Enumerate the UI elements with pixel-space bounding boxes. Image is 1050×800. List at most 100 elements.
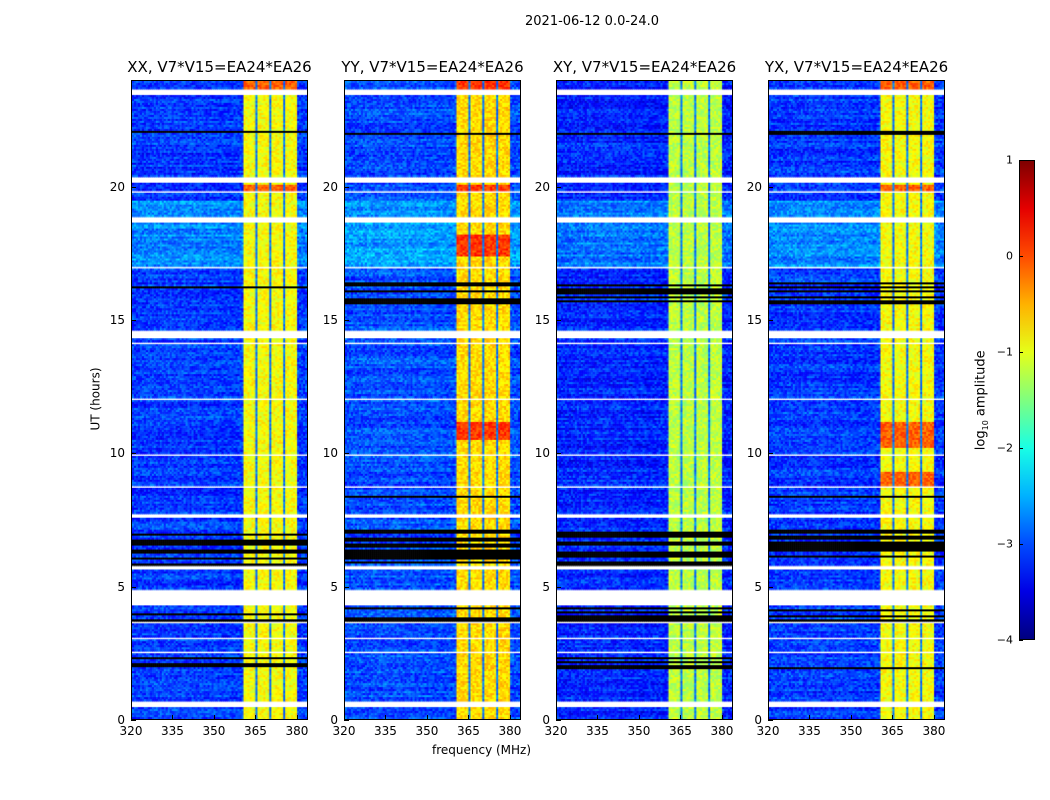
y-tick-label: 10 xyxy=(322,446,338,461)
x-tick-mark xyxy=(385,715,387,720)
x-tick-mark xyxy=(468,715,470,720)
y-tick-mark xyxy=(556,320,561,321)
y-tick-mark xyxy=(344,320,349,321)
x-tick-mark xyxy=(426,715,428,720)
x-tick-mark xyxy=(131,715,132,720)
x-tick-mark xyxy=(172,715,174,720)
x-tick-label: 350 xyxy=(627,724,651,738)
x-tick-label: 335 xyxy=(161,724,184,738)
y-tick-mark xyxy=(131,453,136,455)
y-tick-mark xyxy=(131,186,136,188)
y-tick-label: 15 xyxy=(322,313,338,327)
colorbar-tick-label: −2 xyxy=(996,441,1013,455)
y-tick-label: 20 xyxy=(746,179,762,194)
y-tick-label: 0 xyxy=(754,713,762,727)
y-tick-label: 0 xyxy=(542,713,550,727)
y-tick-label: 10 xyxy=(109,446,125,461)
y-tick-mark xyxy=(556,720,561,721)
x-tick-mark xyxy=(933,715,935,720)
x-tick-mark xyxy=(213,715,215,720)
heatmap-panel xyxy=(556,80,733,720)
y-tick-mark xyxy=(344,186,349,188)
y-tick-label: 0 xyxy=(117,713,125,727)
panel-title: XX, V7*V15=EA24*EA26 xyxy=(127,58,312,76)
panel-title: XY, V7*V15=EA24*EA26 xyxy=(552,58,737,76)
heatmap-image xyxy=(345,81,520,719)
colorbar-label-sub: 10 xyxy=(981,420,991,431)
y-tick-mark xyxy=(768,186,773,188)
x-tick-mark xyxy=(892,715,894,720)
figure-title: 2021-06-12 0.0-24.0 xyxy=(525,14,659,29)
y-tick-mark xyxy=(768,320,773,321)
heatmap-image xyxy=(132,81,307,719)
x-tick-mark xyxy=(597,715,599,720)
colorbar-tick-mark xyxy=(1019,544,1023,545)
heatmap-image xyxy=(769,81,944,719)
y-tick-label: 5 xyxy=(117,579,125,594)
x-tick-mark xyxy=(509,715,511,720)
x-tick-mark xyxy=(638,715,640,720)
x-axis-label: frequency (MHz) xyxy=(432,743,532,757)
colorbar-tick-mark xyxy=(1019,448,1023,449)
x-tick-label: 380 xyxy=(285,724,309,738)
y-axis-label: UT (hours) xyxy=(88,367,103,431)
y-tick-mark xyxy=(131,720,136,721)
y-tick-mark xyxy=(556,453,561,455)
y-tick-label: 5 xyxy=(330,579,338,594)
heatmap-panel xyxy=(768,80,945,720)
panel-title: YY, V7*V15=EA24*EA26 xyxy=(341,58,524,76)
y-tick-label: 15 xyxy=(746,313,762,327)
y-tick-label: 5 xyxy=(754,579,762,594)
x-tick-label: 335 xyxy=(798,724,821,738)
x-tick-label: 365 xyxy=(457,724,480,738)
x-tick-mark xyxy=(809,715,811,720)
heatmap-panel xyxy=(344,80,521,720)
y-tick-mark xyxy=(131,320,136,321)
y-tick-label: 0 xyxy=(330,713,338,727)
x-tick-label: 350 xyxy=(839,724,863,738)
y-tick-label: 20 xyxy=(322,179,338,194)
y-tick-label: 10 xyxy=(534,446,550,461)
y-tick-mark xyxy=(556,586,561,588)
colorbar-tick-mark xyxy=(1019,352,1023,353)
colorbar-label-log: log xyxy=(973,430,989,451)
colorbar-tick-label: 0 xyxy=(1006,249,1013,263)
colorbar-tick-label: −1 xyxy=(996,345,1013,359)
y-tick-label: 15 xyxy=(534,313,550,327)
x-tick-label: 365 xyxy=(669,724,692,738)
heatmap-panel xyxy=(131,80,308,720)
x-tick-label: 335 xyxy=(374,724,397,738)
x-tick-label: 350 xyxy=(415,724,439,738)
panel-title: YX, V7*V15=EA24*EA26 xyxy=(764,58,949,76)
colorbar-tick-label: −3 xyxy=(996,537,1013,551)
colorbar-tick-label: −4 xyxy=(996,633,1013,647)
x-tick-mark xyxy=(344,715,345,720)
x-tick-mark xyxy=(850,715,852,720)
colorbar-label-rest: amplitude xyxy=(973,350,989,421)
x-tick-label: 320 xyxy=(332,724,356,738)
x-tick-mark xyxy=(768,715,769,720)
x-tick-label: 380 xyxy=(922,724,946,738)
x-tick-mark xyxy=(680,715,682,720)
y-tick-label: 20 xyxy=(109,179,125,194)
x-tick-label: 320 xyxy=(544,724,568,738)
x-tick-label: 365 xyxy=(881,724,904,738)
y-tick-mark xyxy=(344,720,349,721)
x-tick-label: 380 xyxy=(498,724,522,738)
x-tick-label: 320 xyxy=(119,724,143,738)
y-tick-mark xyxy=(556,186,561,188)
colorbar-tick-label: 1 xyxy=(1006,153,1013,167)
y-tick-label: 10 xyxy=(746,446,762,461)
y-tick-mark xyxy=(131,586,136,588)
x-tick-label: 380 xyxy=(710,724,734,738)
y-tick-mark xyxy=(344,586,349,588)
x-tick-mark xyxy=(721,715,723,720)
colorbar-label: log10 amplitude xyxy=(974,350,991,450)
y-tick-mark xyxy=(768,453,773,455)
x-tick-label: 320 xyxy=(756,724,780,738)
x-tick-label: 365 xyxy=(244,724,267,738)
colorbar-tick-mark xyxy=(1019,160,1023,161)
x-tick-mark xyxy=(556,715,557,720)
y-tick-mark xyxy=(768,720,773,721)
